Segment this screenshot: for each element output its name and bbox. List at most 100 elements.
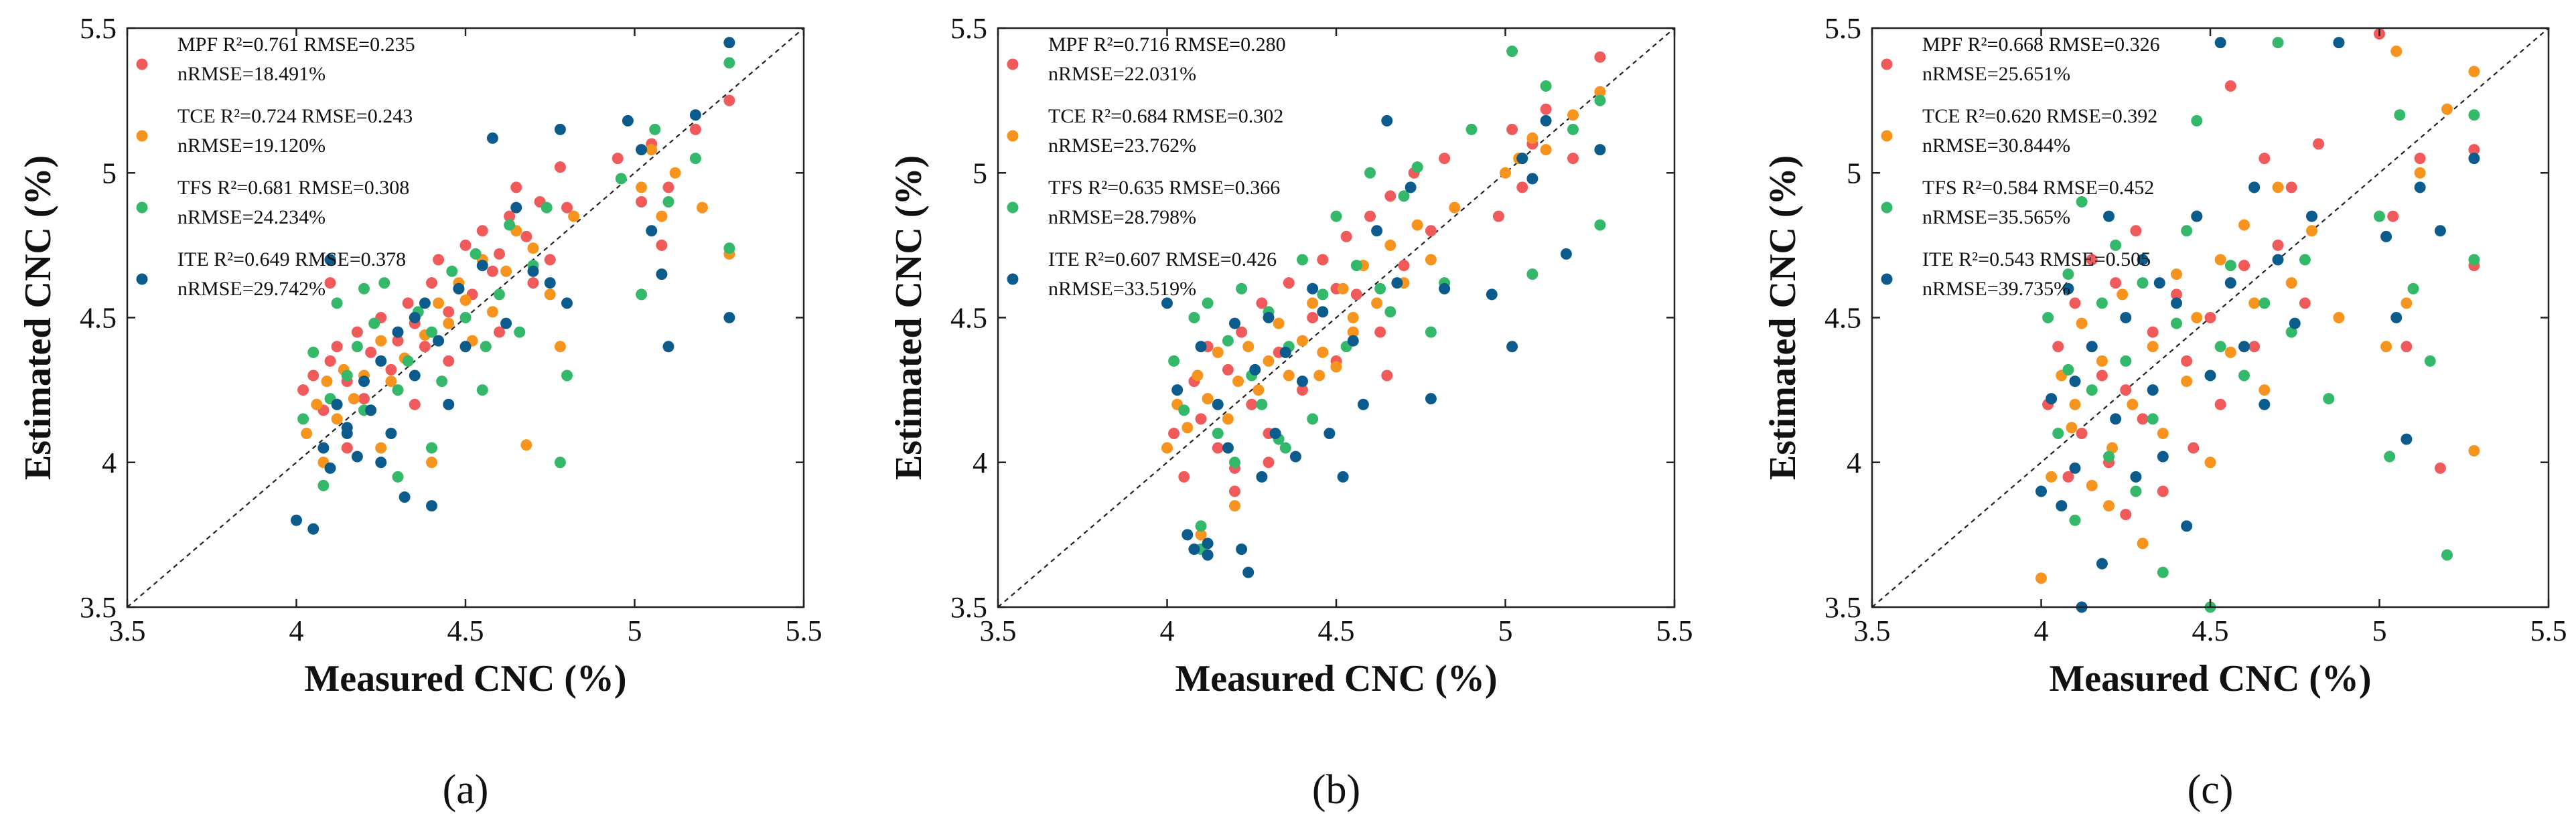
data-point <box>419 297 431 309</box>
data-point <box>1347 335 1359 347</box>
data-point <box>385 428 397 439</box>
data-point <box>2171 268 2182 280</box>
data-point <box>1330 210 1342 222</box>
data-point <box>358 393 370 405</box>
y-tick-label: 5 <box>102 157 117 189</box>
data-point <box>1178 471 1190 483</box>
data-point <box>1425 326 1437 338</box>
data-point <box>561 369 573 382</box>
data-point <box>636 181 648 193</box>
data-point <box>2384 450 2396 463</box>
data-point <box>527 242 539 254</box>
panel-2: 3.53.5 4 4 4.5 4.5 5 5 5.5 5.5 Measured CNC (%) Es… <box>888 12 1693 813</box>
y-axis-label: Estimated CNC (%) <box>1762 155 1804 480</box>
data-point <box>723 312 735 323</box>
data-point <box>1202 538 1214 550</box>
legend-nrmse-line: nRMSE=29.742% <box>177 278 326 300</box>
data-point <box>1567 109 1579 121</box>
data-point <box>646 225 658 237</box>
data-point <box>2046 393 2058 405</box>
data-point <box>649 123 661 135</box>
data-point <box>1297 376 1308 388</box>
data-point <box>2120 355 2132 367</box>
data-point <box>1256 471 1268 483</box>
data-point <box>2468 444 2480 457</box>
data-point <box>341 428 353 439</box>
data-point <box>1195 341 1207 353</box>
data-point <box>2153 277 2165 289</box>
data-point <box>2424 355 2436 367</box>
data-point <box>324 355 336 367</box>
data-point <box>1188 312 1200 323</box>
data-point <box>2157 450 2169 463</box>
data-point <box>301 428 313 439</box>
data-point <box>2299 297 2311 309</box>
data-point <box>1182 529 1194 541</box>
y-tick-label: 3.5 <box>80 591 117 624</box>
panel-label: (b) <box>1312 767 1360 813</box>
data-point <box>2076 428 2088 439</box>
data-point <box>1405 181 1417 193</box>
data-point <box>2204 457 2216 469</box>
data-point <box>402 297 414 309</box>
data-point <box>544 289 556 301</box>
series-tce <box>1161 86 1606 541</box>
data-point <box>2374 210 2385 222</box>
data-point <box>1212 442 1224 454</box>
data-point <box>1178 404 1190 416</box>
data-point <box>2214 398 2226 410</box>
legend-stat-line: MPF R²=0.716 RMSE=0.280 <box>1048 33 1286 56</box>
data-point <box>1246 398 1258 410</box>
data-point <box>2401 297 2413 309</box>
data-point <box>2110 277 2122 289</box>
data-point <box>2238 219 2250 231</box>
data-point <box>514 326 526 338</box>
data-point <box>2106 442 2119 454</box>
series-ite <box>1161 114 1606 578</box>
data-point <box>2214 37 2226 49</box>
y-tick-label: 4 <box>102 446 117 479</box>
data-point <box>1249 363 1261 376</box>
data-point <box>1212 346 1224 358</box>
data-point <box>2103 210 2115 222</box>
data-point <box>2157 485 2169 497</box>
series-ite <box>2035 37 2480 613</box>
x-tick-label: 5.5 <box>786 614 822 647</box>
data-point <box>2069 462 2081 474</box>
data-point <box>2069 297 2081 309</box>
data-point <box>348 393 360 405</box>
data-point <box>1253 384 1265 396</box>
data-point <box>2086 384 2098 396</box>
data-point <box>321 376 333 388</box>
data-point <box>2069 398 2081 410</box>
data-point <box>2052 428 2064 439</box>
data-point <box>612 153 624 165</box>
data-point <box>2248 341 2261 353</box>
data-point <box>2110 413 2122 425</box>
data-point <box>1350 260 1362 272</box>
data-point <box>486 265 498 277</box>
data-point <box>1594 144 1606 156</box>
data-point <box>1263 457 1275 469</box>
data-point <box>1384 190 1397 202</box>
x-tick-label: 3.5 <box>980 614 1017 647</box>
panel-label: (c) <box>2188 767 2234 813</box>
data-point <box>2062 268 2074 280</box>
data-point <box>1340 230 1352 242</box>
legend-stat-line: MPF R²=0.668 RMSE=0.326 <box>1922 33 2160 56</box>
data-point <box>615 173 627 185</box>
y-tick-label: 3.5 <box>950 591 987 624</box>
data-point <box>2204 369 2216 382</box>
data-point <box>1202 297 1214 309</box>
data-point <box>2434 462 2446 474</box>
y-tick-label: 4.5 <box>1824 302 1861 335</box>
data-point <box>2434 225 2446 237</box>
data-point <box>500 265 512 277</box>
data-point <box>1330 361 1342 373</box>
data-point <box>2259 297 2271 309</box>
data-point <box>1391 277 1403 289</box>
data-point <box>2130 485 2142 497</box>
legend-marker <box>136 130 148 142</box>
y-tick-label: 5.5 <box>950 12 987 45</box>
data-point <box>426 442 437 454</box>
